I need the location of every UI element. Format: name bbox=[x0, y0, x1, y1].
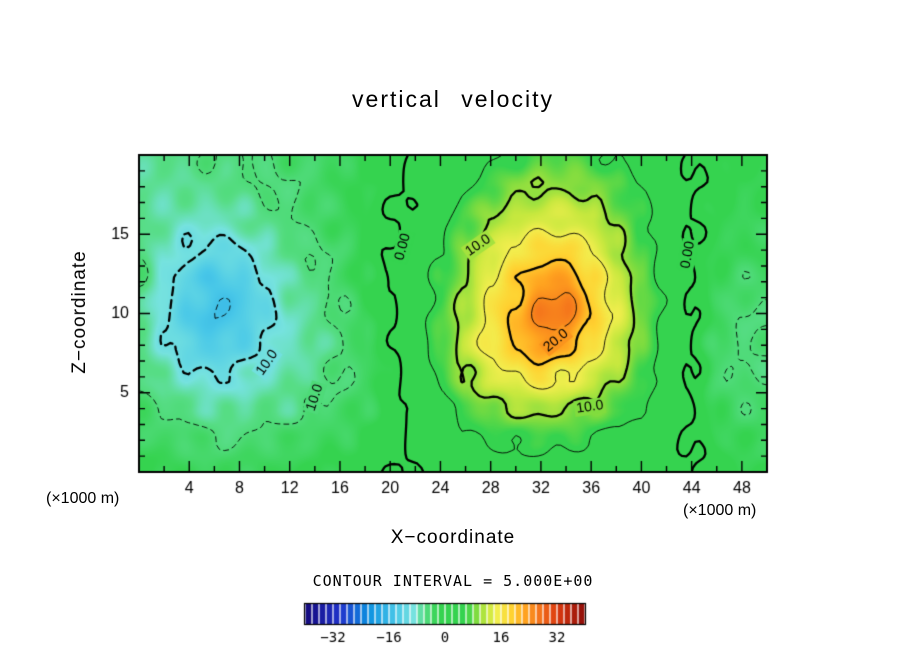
contour-interval-label: CONTOUR INTERVAL = 5.000E+00 bbox=[312, 572, 594, 590]
chart-title: vertical velocity bbox=[352, 86, 554, 112]
x-axis-label: X−coordinate bbox=[390, 527, 516, 548]
x-unit-label-left: (×1000 m) bbox=[46, 490, 120, 507]
y-axis-label: Z−coordinate bbox=[69, 250, 90, 374]
x-unit-label-right: (×1000 m) bbox=[683, 502, 757, 519]
